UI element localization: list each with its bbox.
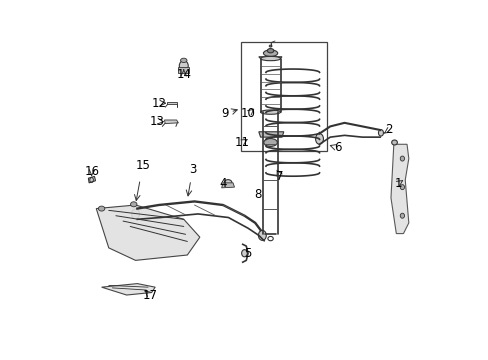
Polygon shape: [258, 132, 283, 137]
Text: 14: 14: [176, 68, 191, 81]
Ellipse shape: [260, 110, 280, 114]
Text: 17: 17: [142, 288, 157, 302]
Text: 1: 1: [393, 177, 401, 190]
Ellipse shape: [179, 61, 188, 71]
Ellipse shape: [131, 209, 139, 219]
Bar: [178, 67, 189, 73]
Polygon shape: [164, 120, 178, 123]
Text: 15: 15: [135, 159, 150, 172]
Ellipse shape: [98, 206, 104, 211]
Ellipse shape: [400, 185, 404, 190]
Ellipse shape: [224, 180, 231, 186]
Text: 6: 6: [333, 141, 341, 154]
Text: 3: 3: [189, 163, 196, 176]
Polygon shape: [102, 284, 155, 295]
Ellipse shape: [378, 130, 383, 136]
Bar: [241, 42, 326, 152]
Text: 12: 12: [151, 97, 166, 110]
Text: 9: 9: [221, 107, 228, 120]
Polygon shape: [96, 205, 200, 260]
Polygon shape: [166, 102, 177, 104]
Ellipse shape: [180, 58, 186, 63]
Text: 11: 11: [234, 136, 249, 149]
Text: 2: 2: [385, 123, 392, 136]
Ellipse shape: [268, 45, 271, 47]
Text: 16: 16: [84, 165, 99, 177]
Text: 13: 13: [149, 114, 164, 127]
Polygon shape: [258, 57, 282, 59]
Text: 7: 7: [276, 170, 284, 183]
Ellipse shape: [267, 49, 273, 53]
Text: 4: 4: [219, 177, 226, 190]
Text: 10: 10: [240, 107, 255, 120]
Ellipse shape: [258, 230, 266, 240]
Polygon shape: [88, 176, 95, 183]
Ellipse shape: [400, 213, 404, 218]
Ellipse shape: [315, 134, 323, 144]
Ellipse shape: [130, 202, 137, 207]
Polygon shape: [390, 144, 408, 234]
Ellipse shape: [263, 139, 277, 147]
Ellipse shape: [263, 50, 277, 57]
Text: 8: 8: [254, 188, 261, 201]
Ellipse shape: [391, 140, 397, 145]
Polygon shape: [221, 183, 234, 188]
Ellipse shape: [241, 249, 247, 257]
Ellipse shape: [260, 57, 280, 61]
Ellipse shape: [400, 156, 404, 161]
Text: 5: 5: [244, 247, 251, 260]
